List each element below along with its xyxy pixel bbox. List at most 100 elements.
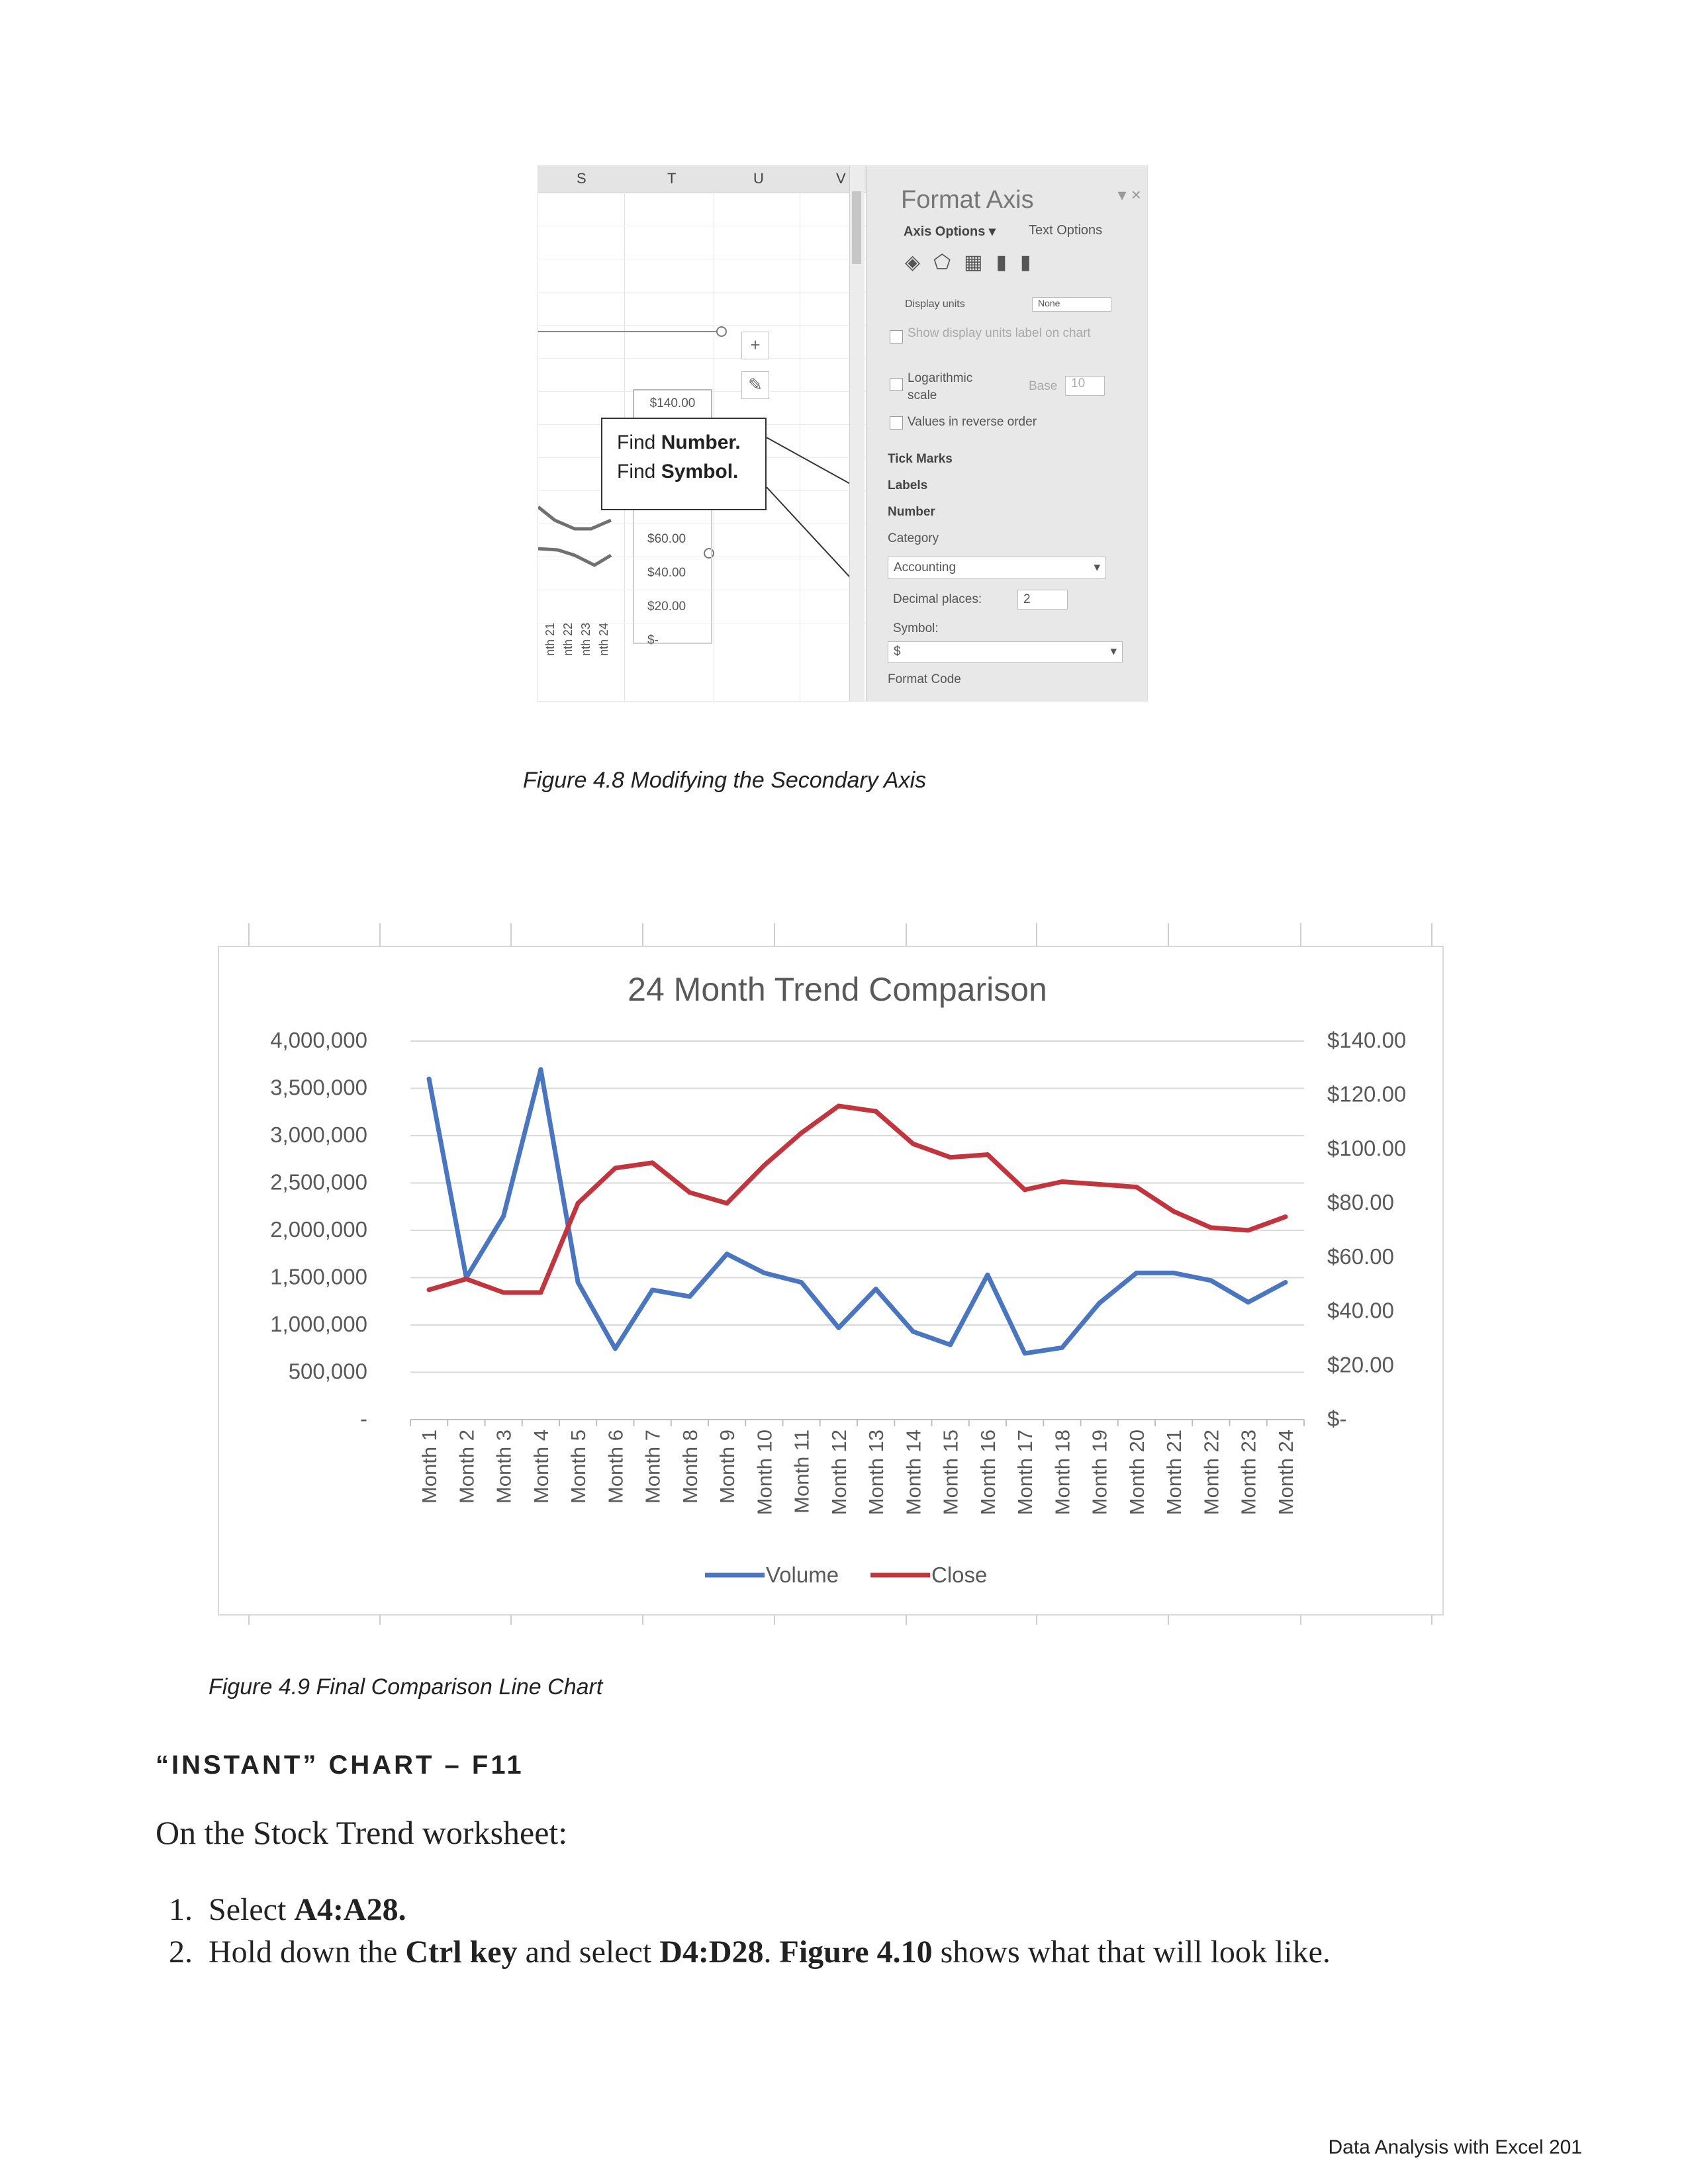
reverse-order-checkbox[interactable]	[890, 416, 903, 430]
symbol-select[interactable]: $ ▾	[888, 641, 1123, 662]
display-units-select[interactable]: None	[1032, 297, 1111, 312]
data-point-volume	[612, 1346, 618, 1351]
decimal-places-input[interactable]: 2	[1017, 590, 1068, 610]
data-point-close	[948, 1155, 953, 1160]
data-point-volume	[836, 1325, 841, 1330]
symbol-label: Symbol:	[893, 621, 939, 635]
primary-axis-tick: 4,000,000	[270, 1028, 367, 1052]
primary-axis-tick: 1,000,000	[270, 1312, 367, 1336]
primary-axis-tick: 3,500,000	[270, 1075, 367, 1100]
tick-marks-section[interactable]: Tick Marks	[888, 452, 953, 466]
fill-icon[interactable]: ◈	[905, 251, 934, 273]
number-section[interactable]: Number	[888, 505, 935, 519]
chart-elements-button[interactable]: +	[741, 332, 769, 359]
labels-section[interactable]: Labels	[888, 478, 928, 492]
column-header-t[interactable]: T	[667, 170, 677, 187]
category-label: Month 9	[716, 1430, 739, 1504]
figure-4-9-caption: Figure 4.9 Final Comparison Line Chart	[209, 1674, 603, 1700]
category-label: Month 23	[1237, 1430, 1260, 1515]
category-label: Month 7	[641, 1430, 665, 1504]
step-range: A4:A28.	[294, 1892, 406, 1927]
data-point-close	[1171, 1208, 1176, 1214]
data-point-close	[1097, 1182, 1102, 1187]
step-text: and select	[517, 1934, 660, 1970]
data-point-volume	[910, 1329, 915, 1334]
data-point-volume	[426, 1076, 432, 1081]
axis-options-icon[interactable]: ▮▮	[996, 251, 1045, 273]
callout-box: Find Number. Find Symbol.	[601, 418, 767, 510]
column-header-v[interactable]: V	[836, 170, 846, 187]
callout-number: Number.	[661, 432, 741, 453]
category-select[interactable]: Accounting ▾	[888, 557, 1106, 579]
format-code-label: Format Code	[888, 672, 961, 686]
decimal-places-label: Decimal places:	[893, 592, 982, 606]
data-point-close	[463, 1277, 469, 1282]
month-label: nth 24	[597, 622, 610, 656]
month-label: nth 21	[543, 622, 557, 656]
category-label: Month 6	[604, 1430, 627, 1504]
data-point-volume	[724, 1251, 729, 1257]
data-point-close	[612, 1165, 618, 1171]
step-text: Select	[209, 1892, 295, 1927]
data-point-close	[1134, 1185, 1139, 1190]
secondary-axis-tick: $40.00	[1327, 1298, 1394, 1323]
category-label: Month 20	[1125, 1430, 1149, 1515]
category-label: Month 19	[1088, 1430, 1111, 1515]
step-number: 1.	[169, 1892, 193, 1927]
data-point-close	[724, 1201, 729, 1206]
tab-axis-options[interactable]: Axis Options ▾	[904, 224, 996, 239]
plus-icon: +	[750, 335, 761, 355]
reverse-order-label: Values in reverse order	[908, 415, 1037, 429]
show-display-units-label: Show display units label on chart	[908, 326, 1091, 340]
intro-paragraph: On the Stock Trend worksheet:	[156, 1814, 568, 1851]
data-point-close	[799, 1130, 804, 1136]
secondary-axis-tick: $20.00	[1327, 1352, 1394, 1377]
logarithmic-checkbox[interactable]	[890, 378, 903, 391]
category-label: Month 12	[827, 1430, 851, 1515]
trend-chart-svg: 24 Month Trend Comparison - 500,000 1,000,0…	[218, 923, 1444, 1625]
data-point-close	[538, 1290, 543, 1295]
brush-icon: ✎	[748, 375, 763, 394]
base-input[interactable]: 10	[1065, 376, 1105, 396]
data-point-close	[650, 1160, 655, 1165]
category-label: Month 14	[902, 1430, 925, 1515]
column-header-u[interactable]: U	[753, 170, 764, 187]
data-point-volume	[1283, 1280, 1288, 1285]
secondary-axis-tick: $100.00	[1327, 1136, 1406, 1160]
primary-axis-tick: 1,500,000	[270, 1265, 367, 1289]
data-point-close	[761, 1163, 767, 1168]
tab-text-options[interactable]: Text Options	[1029, 223, 1103, 238]
secondary-axis-tick: $140.00	[1327, 1028, 1406, 1052]
data-point-volume	[948, 1342, 953, 1347]
size-properties-icon[interactable]: ▦	[964, 251, 996, 273]
show-display-units-checkbox[interactable]	[890, 330, 903, 343]
chart-styles-button[interactable]: ✎	[741, 371, 769, 399]
category-label: Month 4	[530, 1430, 553, 1504]
data-point-volume	[538, 1067, 543, 1072]
callout-symbol: Symbol.	[661, 461, 739, 482]
figure-4-9-chart: 24 Month Trend Comparison - 500,000 1,000,0…	[212, 923, 1456, 1625]
page-footer: Data Analysis with Excel 201	[1328, 2136, 1582, 2158]
secondary-axis-tick: $-	[1327, 1406, 1346, 1431]
category-label: Month 18	[1051, 1430, 1074, 1515]
secondary-axis-tick: $120.00	[1327, 1082, 1406, 1107]
close-icon[interactable]: ▾ ×	[1117, 185, 1141, 205]
data-point-volume	[575, 1280, 581, 1285]
category-label: Month 1	[418, 1430, 441, 1504]
primary-axis-tick: 500,000	[289, 1359, 367, 1384]
series-line-close	[426, 1103, 1288, 1295]
data-point-volume	[873, 1287, 878, 1292]
axis-label-60: $60.00	[647, 532, 686, 546]
data-point-volume	[1208, 1278, 1213, 1283]
column-headers: S T U V	[538, 166, 866, 193]
pentagon-icon[interactable]: ⬠	[933, 251, 964, 273]
vertical-scrollbar[interactable]	[849, 166, 865, 701]
category-label: Month 11	[790, 1430, 814, 1514]
callout-text: Find	[617, 461, 661, 482]
primary-axis-tick: 2,500,000	[270, 1170, 367, 1195]
legend-label-volume: Volume	[766, 1563, 839, 1587]
category-label: Month 10	[753, 1430, 776, 1515]
panel-icons[interactable]: ◈⬠▦▮▮	[905, 251, 1045, 274]
step-text: shows what that will look like.	[932, 1934, 1331, 1970]
column-header-s[interactable]: S	[577, 170, 586, 187]
